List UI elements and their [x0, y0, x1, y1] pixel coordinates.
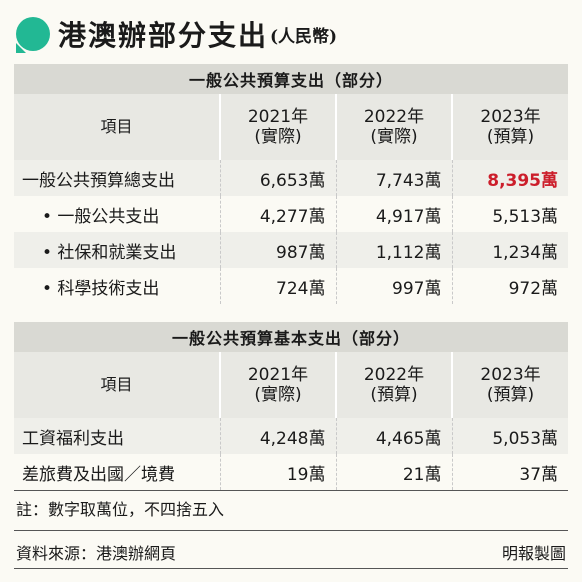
column-header-2023: 2023年 (預算)	[450, 352, 569, 418]
row-label: • 社保和就業支出	[14, 232, 220, 268]
speech-bubble-icon	[16, 17, 50, 53]
divider	[14, 530, 568, 531]
row-label: • 一般公共支出	[42, 206, 160, 227]
title-row: 港澳辦部分支出 (人民幣)	[16, 12, 337, 56]
cell-2021: 724萬	[219, 268, 336, 304]
basic-budget-table: 一般公共預算基本支出（部分） 項目 2021年 (實際) 2022年 (預算) 20…	[14, 322, 569, 490]
footnote: 註：數字取萬位，不四捨五入	[16, 500, 225, 519]
graphic-credit: 明報製圖	[501, 544, 566, 563]
cell-2023: 37萬	[451, 454, 569, 490]
table-row: • 一般公共支出 4,277萬 4,917萬 5,513萬	[14, 196, 569, 232]
cell-2021: 4,248萬	[219, 418, 336, 454]
cell-2021: 4,277萬	[219, 196, 336, 232]
cell-2022: 997萬	[335, 268, 452, 304]
table-row: 工資福利支出 4,248萬 4,465萬 5,053萬	[14, 418, 569, 454]
cell-2023: 1,234萬	[451, 232, 569, 268]
row-label: 差旅費及出國／境費	[22, 464, 175, 485]
table-row: • 科學技術支出 724萬 997萬 972萬	[14, 268, 569, 304]
data-source: 資料來源：港澳辦網頁	[16, 544, 177, 563]
table-row: • 社保和就業支出 987萬 1,112萬 1,234萬	[14, 232, 569, 268]
cell-2021: 6,653萬	[219, 160, 336, 196]
column-header-2023: 2023年 (預算)	[450, 94, 569, 160]
column-header-2022: 2022年 (實際)	[335, 94, 452, 160]
row-label: 一般公共預算總支出	[14, 160, 220, 196]
divider	[14, 490, 568, 491]
page-title-currency: (人民幣)	[270, 26, 338, 47]
cell-2021: 987萬	[219, 232, 336, 268]
page-title: 港澳辦部分支出	[58, 19, 269, 52]
cell-2022: 21萬	[335, 454, 452, 490]
cell-2023-highlight: 8,395萬	[451, 160, 569, 196]
cell-2022: 7,743萬	[335, 160, 452, 196]
table-row: 差旅費及出國／境費 19萬 21萬 37萬	[14, 454, 569, 490]
column-header-2022: 2022年 (預算)	[335, 352, 452, 418]
divider	[14, 568, 568, 569]
column-header-item: 項目	[14, 94, 220, 160]
column-header-item: 項目	[14, 352, 220, 418]
row-label: • 科學技術支出	[42, 278, 160, 299]
column-header-2021: 2021年 (實際)	[219, 352, 336, 418]
table-caption: 一般公共預算支出（部分）	[14, 64, 569, 94]
cell-2021: 19萬	[219, 454, 336, 490]
table-header-row: 項目 2021年 (實際) 2022年 (實際) 2023年 (預算)	[14, 94, 569, 160]
cell-2022: 4,465萬	[335, 418, 452, 454]
cell-2023: 5,053萬	[451, 418, 569, 454]
general-budget-table: 一般公共預算支出（部分） 項目 2021年 (實際) 2022年 (實際) 2023…	[14, 64, 569, 304]
column-header-2021: 2021年 (實際)	[219, 94, 336, 160]
table-caption: 一般公共預算基本支出（部分）	[14, 322, 569, 352]
row-label: 工資福利支出	[14, 418, 220, 454]
cell-2023: 5,513萬	[451, 196, 569, 232]
cell-2022: 1,112萬	[335, 232, 452, 268]
table-header-row: 項目 2021年 (實際) 2022年 (預算) 2023年 (預算)	[14, 352, 569, 418]
cell-2022: 4,917萬	[335, 196, 452, 232]
table-row-total: 一般公共預算總支出 6,653萬 7,743萬 8,395萬	[14, 160, 569, 196]
cell-2023: 972萬	[451, 268, 569, 304]
